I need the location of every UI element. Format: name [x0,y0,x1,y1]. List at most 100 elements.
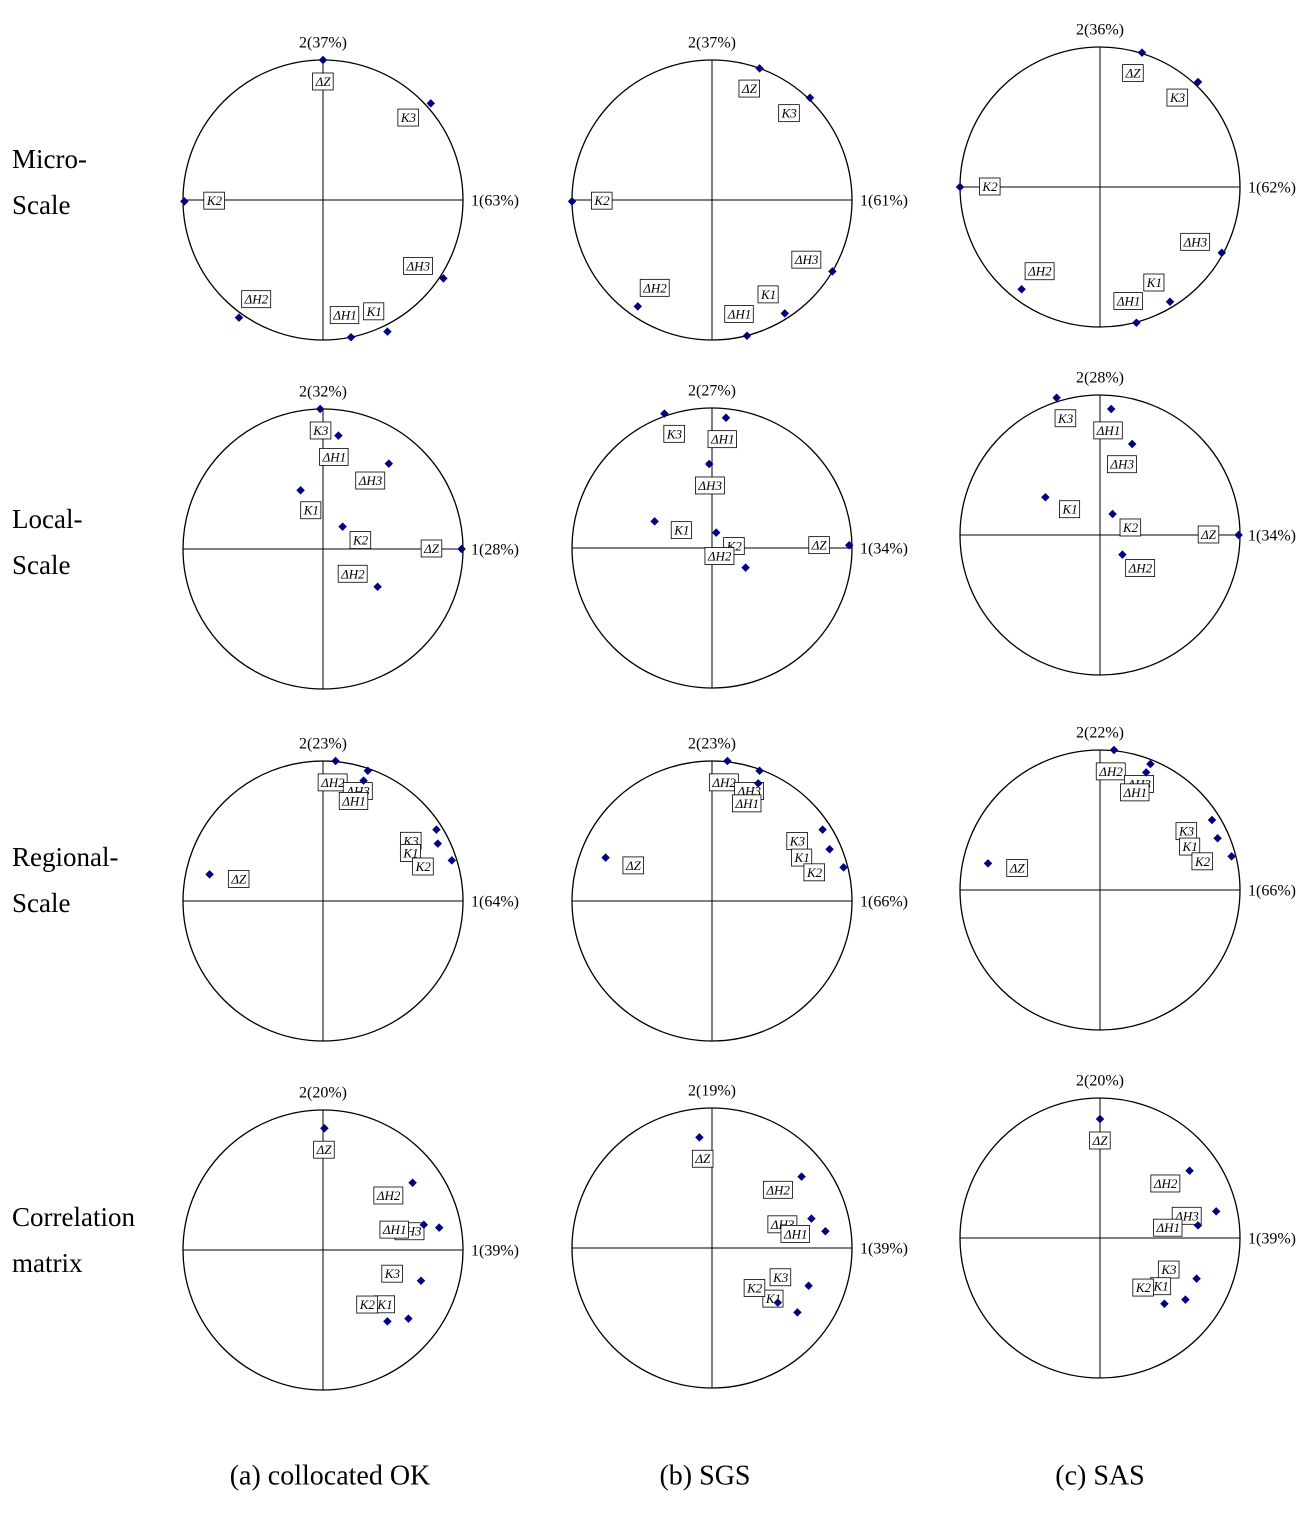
panel: 1(34%) 2(28%) K3 ΔH1 ΔH3 K1 K2 ΔZ ΔH2 [959,370,1296,676]
point-label: ΔH2 [1098,764,1123,779]
label-box [1113,292,1143,310]
label-box [732,794,762,813]
point-label: ΔZ [1200,527,1217,542]
label-box [379,1220,409,1239]
point [234,313,244,322]
label-box [695,476,725,495]
label-box [670,521,692,540]
y-axis-label: 2(23%) [299,736,347,753]
point [797,1172,806,1181]
point [704,459,714,469]
point [373,582,382,592]
label-box [743,1279,766,1297]
label-box [1093,421,1123,440]
point-label: ΔH1 [1155,1220,1180,1235]
x-axis-label: 1(66%) [1248,883,1296,900]
point [695,1133,704,1142]
point-label: K2 [1135,1280,1152,1295]
label-box [1006,859,1028,877]
point [1095,1114,1105,1124]
label-box [319,447,349,466]
point [180,197,189,206]
point [955,182,965,192]
point [384,459,394,468]
point [839,863,848,872]
point-label: K2 [206,193,223,208]
point [773,1298,783,1307]
label-box [724,305,754,323]
point-label: K1 [303,503,319,518]
point-label: K3 [789,834,806,849]
row-label: Correlation [12,1202,135,1232]
point-label: K3 [312,423,329,438]
point-label: ΔH2 [1128,561,1153,576]
point-label: ΔH1 [1116,294,1141,309]
x-axis-label: 1(63%) [471,193,519,210]
label-box [803,863,826,882]
label-box [663,424,685,443]
x-axis-label: 1(62%) [1248,180,1296,197]
point [1192,1274,1201,1283]
column-label: (c) SAS [1055,1460,1144,1491]
point-label: ΔH3 [697,478,722,493]
label-box [363,302,385,321]
point [1108,509,1117,519]
row-label: Regional- [12,842,118,872]
x-axis-label: 1(34%) [1248,528,1296,545]
point-label: K1 [376,1297,392,1312]
point-label: ΔH3 [1109,457,1134,472]
point [633,302,643,311]
point [1017,284,1026,294]
point [1127,439,1137,449]
label-box [1119,518,1142,537]
label-box [1059,500,1081,519]
point-label: K3 [781,106,798,121]
label-box [1143,273,1165,292]
point [363,766,373,776]
label-box [639,278,670,297]
label-box [399,844,421,862]
point-label: ΔH2 [707,548,732,563]
panel: 1(63%) 2(37%) ΔZ K3 K2 ΔH3 K1 ΔH1 ΔH2 [180,35,519,342]
label-box [355,471,386,490]
label-box [313,1140,335,1159]
label-box [373,1186,404,1205]
point [416,1276,426,1286]
label-box [778,104,800,123]
point [821,1226,830,1236]
point-label: ΔH2 [765,1182,790,1197]
point [331,756,340,766]
point [818,825,827,834]
label-box [309,421,332,440]
point-label: ΔH1 [341,793,366,808]
point [567,197,577,206]
panel: 1(62%) 2(36%) ΔZ K3 K2 ΔH3 K1 ΔH1 ΔH2 [955,22,1296,328]
label-box [691,1149,714,1168]
y-axis-label: 2(37%) [299,35,347,52]
point-label: K2 [1194,854,1211,869]
point [804,1281,813,1291]
label-box [356,1295,378,1314]
point [1165,297,1175,307]
point [1109,745,1119,755]
point-label: ΔH1 [382,1222,407,1237]
point-label: K3 [666,426,683,441]
point-label: ΔH1 [322,449,347,464]
label-box [979,177,1001,196]
point-label: ΔH2 [642,280,667,295]
point [1207,815,1217,825]
point-label: K3 [772,1270,789,1285]
y-axis-label: 2(22%) [1076,725,1124,742]
row-label: Micro- [12,144,87,174]
point [825,844,834,854]
point-label: ΔH2 [1027,264,1052,279]
point [711,528,721,537]
point-label: ΔH1 [710,432,735,447]
point [805,93,815,103]
label-box [329,306,360,325]
